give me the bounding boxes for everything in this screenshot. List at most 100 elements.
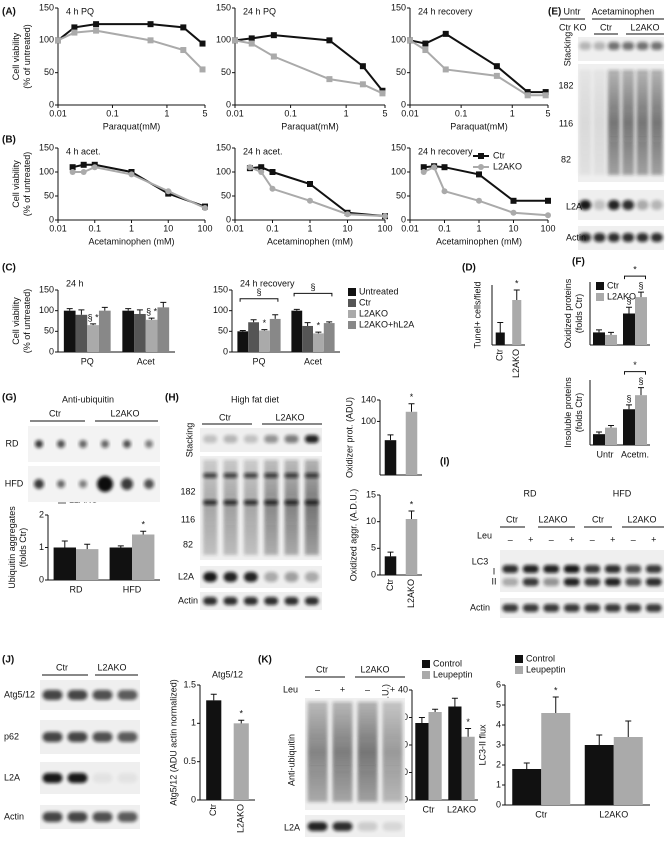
label: High fat diet — [231, 394, 280, 404]
blot-band — [92, 690, 113, 700]
label: HFD — [5, 478, 24, 488]
label: L2AKO — [630, 22, 659, 32]
blot-band — [284, 597, 299, 605]
legend-swatch — [596, 282, 604, 290]
label: 50 — [221, 67, 231, 77]
bar — [248, 322, 259, 352]
label: 0.1 — [266, 223, 279, 233]
blot-band — [243, 473, 258, 478]
marker — [69, 164, 76, 171]
blot-band — [223, 597, 238, 605]
label: – — [631, 534, 636, 544]
bracket — [239, 298, 279, 302]
blot-band — [284, 473, 299, 478]
error-bar — [66, 308, 73, 311]
label: Ctr — [359, 297, 371, 307]
label: 82 — [183, 539, 193, 549]
blot-band — [502, 565, 519, 573]
blot-band — [579, 233, 592, 242]
error-bar — [148, 317, 155, 320]
blot-area — [578, 226, 664, 250]
blot-area — [28, 426, 160, 462]
label: 50 — [396, 67, 406, 77]
error-bar — [638, 291, 644, 298]
error-bar — [513, 289, 520, 300]
label: L2AKO — [110, 408, 139, 418]
label: 0.01 — [401, 223, 419, 233]
label: Paraquat(mM) — [281, 121, 339, 131]
label: 1 — [129, 223, 134, 233]
label: 0 — [403, 794, 408, 804]
label: Ctr — [49, 408, 61, 418]
label: Acetaminophen (mM) — [267, 236, 353, 246]
blot-band — [522, 578, 539, 586]
label: LC3-II flux — [477, 724, 487, 766]
label: Ctr — [600, 22, 612, 32]
label: Acetaminophen (mM) — [88, 236, 174, 246]
label: Oxidized proteins — [563, 278, 573, 348]
error-bar — [432, 708, 439, 712]
marker — [542, 89, 549, 96]
bar — [323, 323, 335, 352]
blot-band — [223, 500, 238, 505]
label: * — [554, 685, 558, 695]
bar — [98, 310, 111, 352]
label: Ctr — [56, 662, 68, 672]
label: 150 — [216, 142, 231, 152]
label: 1 — [191, 718, 196, 728]
label: 100 — [391, 35, 406, 45]
label: * — [239, 709, 243, 719]
blot-smear — [636, 70, 649, 175]
label: 100 — [540, 223, 555, 233]
blot-band — [117, 690, 138, 700]
error-bar — [136, 309, 143, 314]
label: Untr — [563, 6, 580, 16]
marker — [542, 92, 549, 99]
label: 2 — [39, 509, 44, 519]
marker — [93, 27, 100, 34]
blot-band — [243, 572, 258, 582]
blot-band — [264, 572, 279, 582]
blot-area — [578, 190, 664, 220]
label: 24 h acet. — [243, 146, 283, 156]
bar — [512, 300, 522, 345]
label: 150 — [39, 284, 54, 294]
legend-swatch — [422, 660, 430, 668]
label: (% of untreated) — [22, 289, 32, 354]
label: 116 — [559, 118, 573, 128]
label: Acet — [137, 356, 156, 366]
blot-band — [67, 773, 88, 783]
dot — [79, 440, 87, 448]
label: L2AKO+hL2A — [359, 319, 414, 329]
label: (% of untreated) — [22, 24, 32, 89]
error-bar — [272, 314, 279, 319]
label: 24 h PQ — [243, 6, 276, 16]
blot-band — [304, 572, 319, 582]
dot — [123, 440, 131, 448]
blot-band — [650, 42, 663, 50]
blot-band — [604, 565, 621, 573]
label: Atg5/12 (ADU actin normalized) — [168, 679, 178, 806]
label: § — [626, 393, 631, 403]
label: Cell viability — [11, 32, 21, 80]
label: 50 — [44, 67, 54, 77]
label: (folds Ctr) — [18, 528, 28, 568]
blot-band — [584, 565, 601, 573]
marker — [442, 30, 449, 37]
error-bar — [78, 309, 85, 315]
bar — [415, 723, 429, 800]
blot-area — [305, 815, 405, 837]
blot-band — [332, 822, 353, 831]
label: * — [515, 278, 519, 288]
marker — [510, 197, 517, 204]
bar — [109, 547, 132, 580]
blot-band — [304, 435, 319, 443]
marker — [510, 209, 517, 216]
marker — [269, 185, 276, 192]
blot-band — [563, 565, 580, 573]
label: Ubiquitin aggregates — [7, 506, 17, 589]
error-bar — [497, 322, 504, 333]
marker — [382, 213, 388, 220]
label: 0.1 — [106, 108, 119, 118]
blot-band — [223, 435, 238, 443]
